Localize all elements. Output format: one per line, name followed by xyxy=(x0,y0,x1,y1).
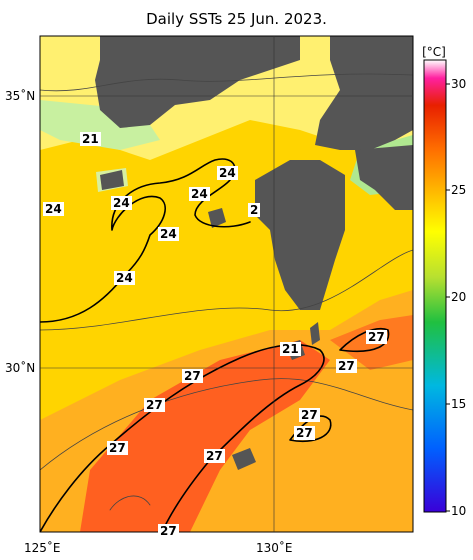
contour-label: 27 xyxy=(299,408,320,422)
map-frame xyxy=(39,35,414,533)
contour-label: 24 xyxy=(217,166,238,180)
colorbar xyxy=(423,59,447,513)
map-title: Daily SSTs 25 Jun. 2023. xyxy=(146,10,327,28)
contour-label: 27 xyxy=(158,524,179,538)
contour-label: 27 xyxy=(336,359,357,373)
colorbar-tick-10: 10 xyxy=(451,504,467,518)
colorbar-unit: [°C] xyxy=(422,45,446,59)
honshu xyxy=(315,36,413,150)
contour-label: 27 xyxy=(144,398,165,412)
contour-label: 27 xyxy=(366,330,387,344)
colorbar-tick-30: 30 xyxy=(451,77,467,91)
contour-label: 24 xyxy=(189,187,210,201)
contour-label: 27 xyxy=(204,449,225,463)
isotherm-27 xyxy=(289,415,332,442)
landmass xyxy=(95,36,413,470)
colorbar-tick-20: 20 xyxy=(451,290,467,304)
amami-island xyxy=(232,448,256,470)
shikoku xyxy=(355,145,413,210)
contour-label: 24 xyxy=(43,202,64,216)
goto-island xyxy=(208,208,226,228)
contour-label: 21 xyxy=(80,132,101,146)
colorbar-ticks xyxy=(446,83,450,512)
sst-field xyxy=(40,36,413,532)
jeju-island xyxy=(100,170,124,190)
kuroshio-region xyxy=(80,340,330,532)
isotherm-minor xyxy=(40,73,413,511)
contour-label: 21 xyxy=(280,342,301,356)
isotherm-27 xyxy=(339,328,390,353)
contour-label: 24 xyxy=(111,196,132,210)
colorbar-tick-25: 25 xyxy=(451,183,467,197)
lat-label-30n: 30˚N xyxy=(5,361,36,375)
kyushu xyxy=(255,160,345,310)
lon-label-125e: 125˚E xyxy=(24,541,61,555)
contour-label: 2 xyxy=(248,203,261,217)
contour-label: 27 xyxy=(182,369,203,383)
contour-label: 24 xyxy=(158,227,179,241)
lat-label-35n: 35˚N xyxy=(5,89,36,103)
contour-label: 27 xyxy=(107,441,128,455)
lon-label-130e: 130˚E xyxy=(256,541,293,555)
tanegashima-island xyxy=(310,322,320,345)
colorbar-tick-15: 15 xyxy=(451,397,467,411)
korean-peninsula xyxy=(95,36,300,128)
contour-label: 27 xyxy=(294,426,315,440)
contour-label: 24 xyxy=(114,271,135,285)
